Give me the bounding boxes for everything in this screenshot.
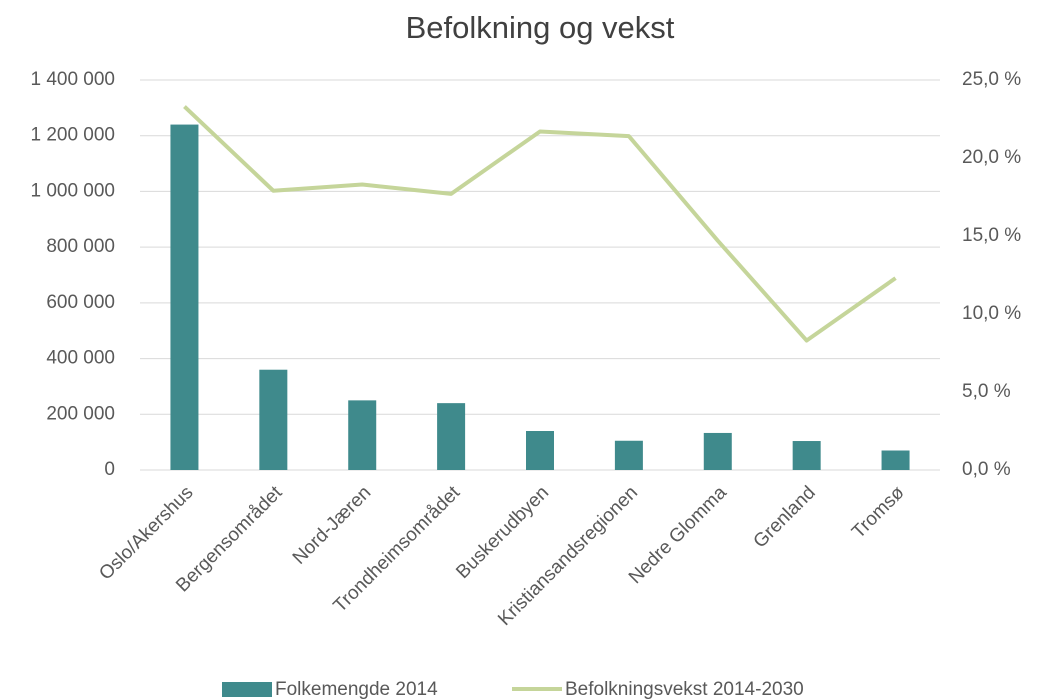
y2-tick-label: 20,0 % [962, 147, 1021, 168]
y2-tick-label: 0,0 % [962, 459, 1011, 480]
y-tick-label: 200 000 [46, 403, 115, 424]
x-tick-label: Nord-Jæren [289, 482, 376, 569]
bar [348, 400, 377, 470]
bar [526, 431, 554, 470]
y2-tick-label: 15,0 % [962, 225, 1021, 246]
bar [259, 369, 288, 470]
x-tick-label: Buskerudbyen [452, 482, 553, 583]
legend-label: Befolkningsvekst 2014-2030 [565, 679, 804, 700]
bar [170, 124, 199, 471]
y-tick-label: 400 000 [46, 348, 115, 369]
y-tick-label: 1 000 000 [30, 180, 115, 201]
y-tick-label: 0 [104, 459, 115, 480]
y-tick-label: 1 200 000 [30, 125, 115, 146]
chart-title: Befolkning og vekst [406, 10, 675, 45]
y-tick-label: 800 000 [46, 236, 115, 257]
legend-label: Folkemengde 2014 [275, 679, 438, 700]
y-tick-label: 1 400 000 [30, 69, 115, 90]
bar [703, 432, 732, 470]
bar [881, 450, 910, 470]
y2-tick-label: 25,0 % [962, 69, 1021, 90]
bar [792, 441, 821, 470]
bar [437, 403, 466, 470]
line [183, 105, 897, 343]
y-tick-label: 600 000 [46, 292, 115, 313]
y2-tick-label: 10,0 % [962, 303, 1021, 324]
bar [614, 440, 643, 470]
y2-tick-label: 5,0 % [962, 381, 1011, 402]
x-tick-label: Tromsø [848, 482, 909, 543]
x-tick-label: Grenland [750, 482, 820, 552]
x-tick-label: Oslo/Akershus [95, 482, 197, 584]
legend-swatch [222, 682, 272, 697]
